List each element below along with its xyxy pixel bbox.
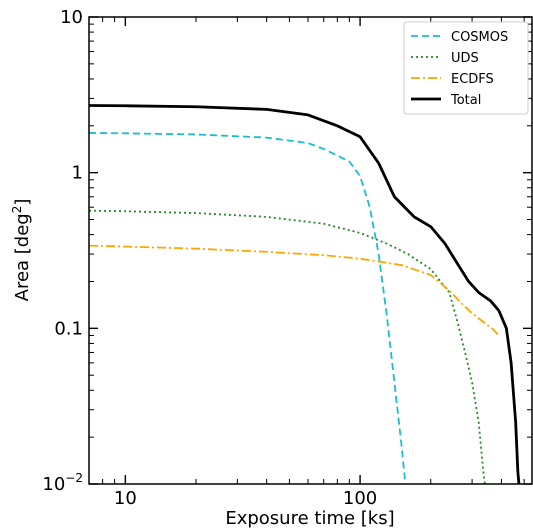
series-line-ecdfs (89, 244, 500, 337)
series-line-total (89, 104, 521, 484)
x-tick-label: 100 (343, 488, 377, 509)
y-tick-label: 10−2 (42, 471, 83, 495)
y-axis-label-main: Area [deg (12, 213, 33, 301)
plot-lines (89, 104, 521, 484)
y-tick-label: 0.1 (54, 318, 83, 339)
y-axis-label-close: ] (12, 199, 33, 206)
legend-box (403, 21, 529, 115)
y-tick-label-exponent: −2 (65, 471, 83, 485)
y-tick-label: 10 (60, 7, 83, 28)
y-axis-label-superscript: 2 (10, 206, 24, 214)
legend: COSMOS UDS ECDFS Total (403, 21, 529, 115)
legend-label-cosmos: COSMOS (451, 30, 508, 45)
series-line-uds (89, 209, 486, 484)
y-tick-label-base: 10 (42, 474, 65, 495)
x-tick-label: 10 (114, 488, 137, 509)
x-axis-label: Exposure time [ks] (225, 508, 394, 529)
y-tick-label: 1 (72, 163, 83, 184)
y-axis-label: Area [deg2] (10, 199, 33, 302)
legend-label-total: Total (450, 93, 481, 108)
legend-label-ecdfs: ECDFS (451, 72, 494, 87)
legend-label-uds: UDS (451, 51, 479, 66)
axis-ticks (88, 16, 532, 485)
legend-entries: COSMOS UDS ECDFS Total (411, 30, 508, 108)
plot-frame (88, 16, 533, 485)
